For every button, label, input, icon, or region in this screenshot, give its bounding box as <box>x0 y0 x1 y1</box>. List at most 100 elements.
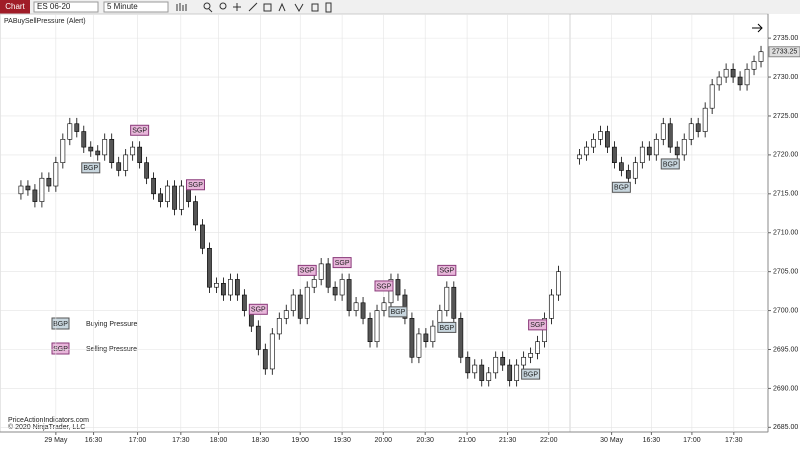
candle-body <box>311 279 317 288</box>
x-tick-label: 18:00 <box>210 437 228 444</box>
candle-body <box>549 294 554 319</box>
candle-body <box>332 286 338 296</box>
candle-body <box>758 51 764 62</box>
candle-body <box>381 302 387 311</box>
x-tick-label: 18:30 <box>252 437 270 444</box>
candle-body <box>276 318 282 335</box>
candle-body <box>737 76 743 86</box>
signal-box <box>437 264 457 276</box>
y-tick-label: 2735.00 <box>773 35 798 42</box>
candle-body <box>395 279 401 296</box>
x-tick-label: 16:30 <box>643 437 661 444</box>
candle-body <box>32 189 38 202</box>
candle-body <box>214 283 219 288</box>
candle-body <box>577 154 582 160</box>
signal-label: SGP <box>530 322 545 329</box>
toolbar-icons[interactable] <box>176 2 332 13</box>
x-tick-label: 21:00 <box>458 437 476 444</box>
candle-body <box>207 247 212 288</box>
candle-body <box>674 146 680 156</box>
y-tick-label: 2690.00 <box>773 385 798 392</box>
candle-body <box>221 283 226 296</box>
y-tick-label: 2730.00 <box>773 74 798 81</box>
candle-body <box>172 185 177 210</box>
candle-body <box>193 201 198 226</box>
candle-body <box>702 107 708 132</box>
candle-body <box>67 123 73 140</box>
signal-box <box>660 158 680 170</box>
candle-body <box>409 318 415 358</box>
candle-body <box>158 193 163 202</box>
signal-box <box>248 303 268 315</box>
legend-tag: BGP <box>53 321 68 328</box>
candle-body <box>81 131 87 148</box>
candle-body <box>521 356 527 366</box>
signal-label: BGP <box>439 325 454 332</box>
candle-body <box>723 68 729 78</box>
candle-body <box>423 333 429 343</box>
candle-body <box>591 139 596 148</box>
candle-body <box>444 286 450 311</box>
x-tick-label: 17:00 <box>129 437 147 444</box>
candle-body <box>18 185 24 195</box>
candle-body <box>653 139 659 156</box>
signal-box <box>297 264 317 276</box>
candle-body <box>695 123 701 132</box>
candle-body <box>500 356 506 366</box>
candle-body <box>667 123 673 148</box>
x-tick-label: 30 May <box>600 437 623 444</box>
candle-body <box>60 139 66 163</box>
candle-body <box>367 318 373 343</box>
last-price-box <box>768 46 800 58</box>
candle-body <box>556 271 561 296</box>
candle-body <box>716 76 722 86</box>
candle-body <box>130 146 136 156</box>
candle-body <box>151 177 156 195</box>
chart-tab[interactable] <box>0 0 30 14</box>
candle-body <box>325 263 331 288</box>
instrument-label: ES 06-20 <box>37 2 71 11</box>
candle-body <box>618 162 624 171</box>
candle-body <box>625 170 631 179</box>
legend-swatch <box>51 342 70 355</box>
candle-body <box>416 333 422 358</box>
signal-label: BGP <box>83 165 98 172</box>
candle-body <box>493 356 499 374</box>
candle-body <box>486 372 492 381</box>
y-tick-label: 2715.00 <box>773 191 798 198</box>
candle-body <box>255 325 261 350</box>
x-tick-label: 20:00 <box>375 437 393 444</box>
scroll-arrow[interactable] <box>752 23 763 33</box>
plot-area <box>0 13 769 433</box>
y-tick-label: 2705.00 <box>773 268 798 275</box>
x-tick-label: 16:30 <box>85 437 103 444</box>
interval-select[interactable] <box>103 1 169 13</box>
candle-body <box>234 279 240 296</box>
candle-body <box>507 364 513 381</box>
signal-label: BGP <box>663 161 678 168</box>
signal-label: BGP <box>391 309 406 316</box>
y-tick-label: 2720.00 <box>773 152 798 159</box>
indicator-label: PABuySellPressure (Alert) <box>4 18 86 25</box>
candle-body <box>360 302 366 319</box>
signal-label: SGP <box>300 268 315 275</box>
candle-body <box>479 364 485 381</box>
x-tick-label: 21:30 <box>499 437 517 444</box>
signal-label: BGP <box>523 371 538 378</box>
candle-body <box>472 364 478 374</box>
candle-body <box>241 294 247 311</box>
candle-body <box>109 139 115 163</box>
signal-box <box>374 280 394 292</box>
candle-body <box>451 286 457 319</box>
x-tick-label: 17:00 <box>683 437 701 444</box>
y-tick-label: 2700.00 <box>773 307 798 314</box>
x-tick-label: 17:30 <box>725 437 743 444</box>
candle-body <box>639 146 645 163</box>
candle-body <box>304 286 310 319</box>
signal-box <box>388 306 408 318</box>
instrument-select[interactable] <box>33 1 99 13</box>
signal-box <box>185 179 205 191</box>
candle-body <box>200 224 205 249</box>
signal-label: SGP <box>132 128 147 135</box>
